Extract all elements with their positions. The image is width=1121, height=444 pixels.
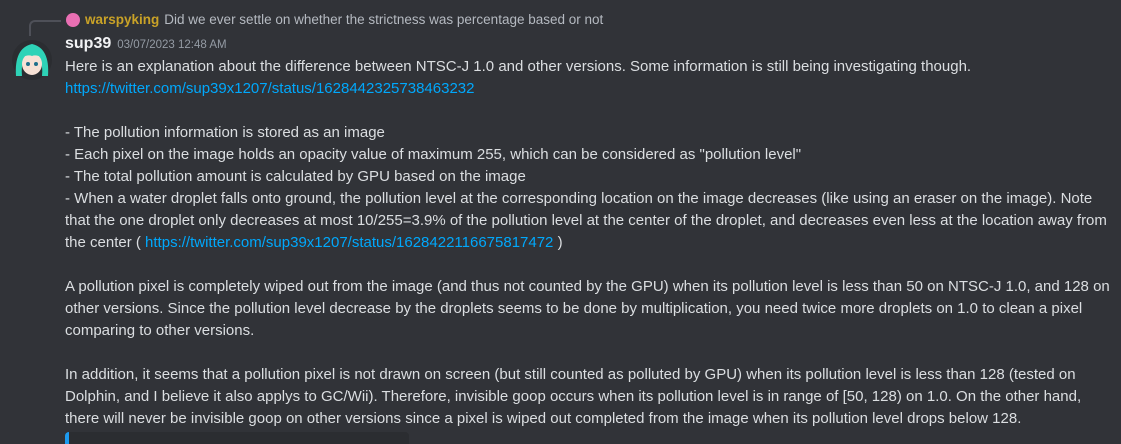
paragraph: A pollution pixel is completely wiped ou…: [65, 278, 1110, 339]
reply-preview[interactable]: warspyking Did we ever settle on whether…: [66, 12, 603, 27]
intro: Here is an explanation about the differe…: [65, 58, 972, 75]
avatar[interactable]: [12, 40, 52, 80]
author[interactable]: sup39: [65, 35, 112, 52]
reply-author[interactable]: warspyking: [85, 12, 160, 27]
bullet: - Each pixel on the image holds an opaci…: [65, 146, 802, 163]
link[interactable]: https://twitter.com/sup39x1207/status/16…: [145, 234, 554, 251]
reply-connector: [29, 20, 61, 36]
bullet: - The pollution information is stored as…: [65, 124, 385, 141]
bullet: - The total pollution amount is calculat…: [65, 168, 526, 185]
timestamp[interactable]: 03/07/2023 12:48 AM: [117, 39, 227, 51]
bullet-text: - When a water droplet falls onto ground…: [65, 190, 1107, 251]
bullet-text: ): [557, 234, 563, 251]
reply-avatar: [66, 12, 80, 27]
reply-text[interactable]: Did we ever settle on whether the strict…: [164, 12, 604, 27]
link[interactable]: https://twitter.com/sup39x1207/status/16…: [65, 80, 475, 97]
paragraph: In addition, it seems that a pollution p…: [65, 366, 1082, 427]
message-body: Here is an explanation about the differe…: [65, 56, 1110, 430]
bullet: - When a water droplet falls onto ground…: [65, 188, 1110, 254]
message-header: sup39 03/07/2023 12:48 AM: [65, 35, 227, 53]
link-embed[interactable]: [65, 432, 409, 444]
